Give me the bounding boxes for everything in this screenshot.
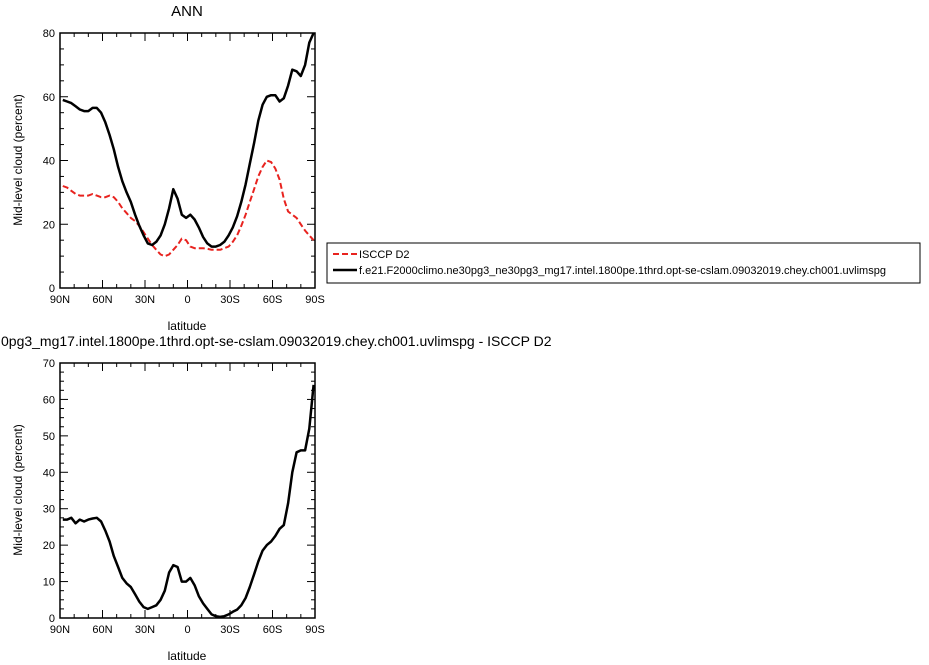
y-tick-label: 40 <box>43 156 55 168</box>
y-tick-label: 30 <box>43 504 55 516</box>
y-tick-label: 60 <box>43 394 55 406</box>
legend-label-model: f.e21.F2000climo.ne30pg3_ne30pg3_mg17.in… <box>359 265 886 277</box>
x-tick-label: 60S <box>263 624 283 636</box>
bottom-tick-labels: 90N 60N 30N 0 30S 60S 90S 0 10 20 30 40 50 60 70 <box>43 358 325 636</box>
x-tick-label: 30S <box>220 624 240 636</box>
bottom-x-axis-label: latitude <box>168 649 207 663</box>
y-tick-label: 40 <box>43 467 55 479</box>
x-tick-label: 0 <box>184 624 190 636</box>
y-tick-label: 20 <box>43 540 55 552</box>
top-y-axis-label: Mid-level cloud (percent) <box>11 94 25 225</box>
x-tick-label: 90N <box>50 294 70 306</box>
bottom-plot-frame <box>59 362 316 619</box>
top-ticks <box>59 32 316 289</box>
legend-box <box>326 242 921 284</box>
top-chart-title: ANN <box>171 3 203 20</box>
legend-label-isccp: ISCCP D2 <box>359 249 410 261</box>
bottom-panel: 0pg3_mg17.intel.1800pe.1thrd.opt-se-csla… <box>1 333 552 663</box>
x-tick-label: 90S <box>305 294 325 306</box>
x-tick-label: 30N <box>135 624 155 636</box>
top-tick-labels: 90N 60N 30N 0 30S 60S 90S 0 20 40 60 80 <box>43 28 325 306</box>
x-tick-label: 30N <box>135 294 155 306</box>
top-panel: ANN Mid-level cloud (percent) latitude 9… <box>11 3 325 333</box>
bottom-chart-title: 0pg3_mg17.intel.1800pe.1thrd.opt-se-csla… <box>1 333 552 349</box>
y-tick-label: 0 <box>49 613 55 625</box>
x-tick-label: 90S <box>305 624 325 636</box>
y-tick-label: 0 <box>49 283 55 295</box>
series-line-1 <box>62 32 315 248</box>
top-plot-frame <box>59 32 316 289</box>
x-tick-label: 60N <box>92 624 112 636</box>
y-tick-label: 10 <box>43 577 55 589</box>
legend: ISCCP D2 f.e21.F2000climo.ne30pg3_ne30pg… <box>326 242 921 284</box>
y-tick-label: 80 <box>43 28 55 40</box>
x-tick-label: 90N <box>50 624 70 636</box>
bottom-series <box>62 384 315 619</box>
y-tick-label: 20 <box>43 219 55 231</box>
top-series <box>62 32 315 258</box>
x-tick-label: 60S <box>263 294 283 306</box>
y-tick-label: 60 <box>43 92 55 104</box>
x-tick-label: 30S <box>220 294 240 306</box>
series-line-0 <box>62 384 315 619</box>
bottom-y-axis-label: Mid-level cloud (percent) <box>11 424 25 555</box>
x-tick-label: 0 <box>184 294 190 306</box>
series-line-0 <box>62 159 315 258</box>
top-x-axis-label: latitude <box>168 319 207 333</box>
y-tick-label: 70 <box>43 358 55 370</box>
y-tick-label: 50 <box>43 431 55 443</box>
x-tick-label: 60N <box>92 294 112 306</box>
